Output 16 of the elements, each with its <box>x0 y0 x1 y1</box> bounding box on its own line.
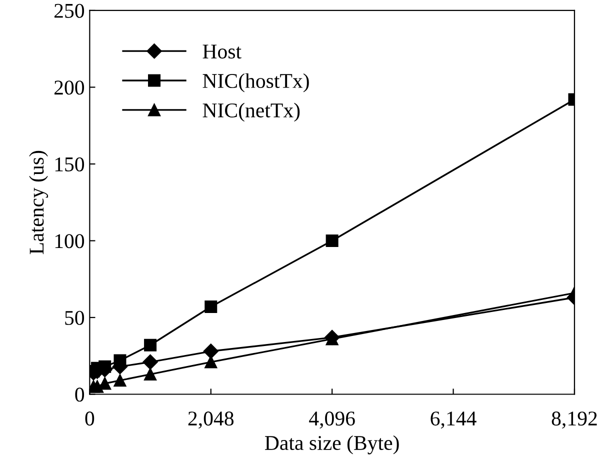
y-tick-label: 200 <box>54 80 84 95</box>
legend-label: NIC(netTx) <box>202 102 300 122</box>
x-tick-label: 0 <box>85 412 94 426</box>
y-tick-label: 0 <box>75 388 84 402</box>
y-tick-label: 50 <box>65 310 84 325</box>
x-axis-title: Data size (Byte) <box>265 435 399 454</box>
x-tick-label: 2,048 <box>188 412 234 429</box>
y-axis-title: Latency (us) <box>29 150 48 254</box>
y-tick-label: 100 <box>55 234 84 248</box>
x-tick-label: 4,096 <box>309 412 355 429</box>
legend-label: Host <box>202 44 242 59</box>
legend-label: NIC(hostTx) <box>202 73 309 92</box>
x-tick-label: 6,144 <box>430 412 476 429</box>
y-tick-label: 250 <box>54 4 84 18</box>
y-tick-label: 150 <box>55 157 84 172</box>
x-tick-label: 8,192 <box>552 412 597 429</box>
